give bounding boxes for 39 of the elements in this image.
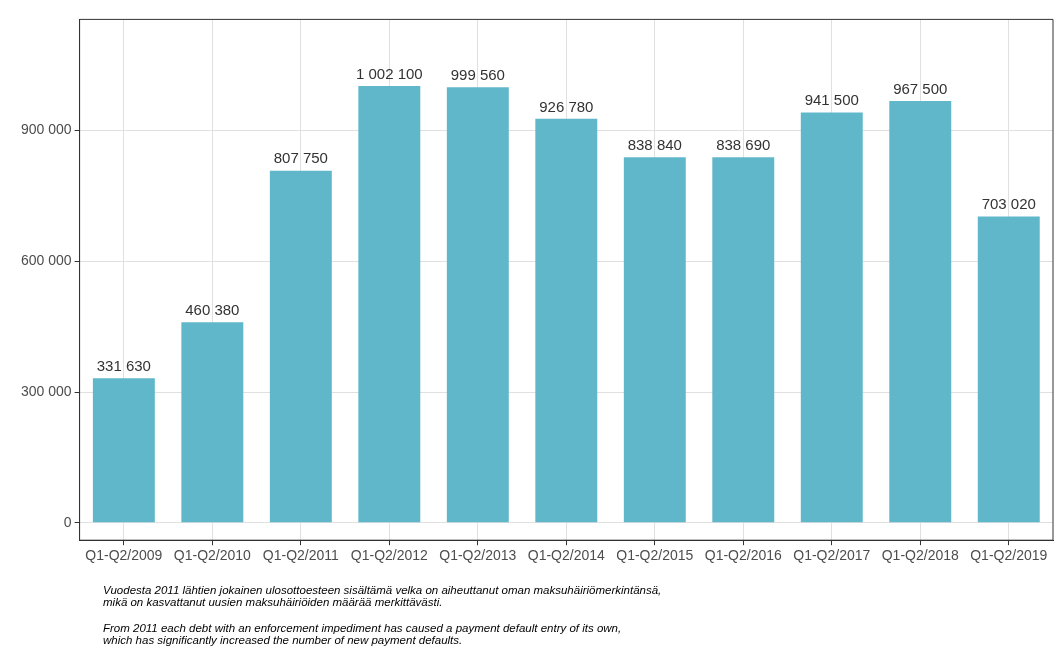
bar [269, 170, 332, 523]
data-label: 703 020 [981, 195, 1036, 213]
x-tick-label: Q1-Q2/2010 [173, 547, 252, 564]
y-tick-label: 600 000 [21, 252, 72, 269]
x-tick-label: Q1-Q2/2018 [881, 547, 959, 564]
bar [800, 112, 863, 523]
y-tick-label: 900 000 [21, 121, 72, 138]
data-label: 926 780 [539, 97, 594, 115]
x-tick-label: Q1-Q2/2013 [439, 547, 517, 564]
x-tick-label: Q1-Q2/2015 [616, 547, 694, 564]
y-tick-label: 0 [63, 513, 72, 530]
data-label: 460 380 [185, 300, 240, 318]
data-label: 941 500 [804, 91, 859, 109]
x-tick-label: Q1-Q2/2009 [85, 547, 163, 564]
x-tick-label: Q1-Q2/2011 [262, 547, 340, 564]
data-label: 999 560 [450, 65, 505, 83]
bar [623, 157, 686, 523]
bar [977, 216, 1040, 523]
x-tick-label: Q1-Q2/2014 [527, 547, 606, 564]
data-label: 838 840 [627, 135, 682, 153]
bar [535, 118, 598, 523]
text: From 2011 each debt with an enforcement impediment has caused a payment default entry of its own, which has significantly increased the number of new payment defaults. [103, 622, 623, 646]
bar [712, 157, 775, 523]
bar [446, 87, 509, 523]
data-label: 967 500 [893, 79, 948, 97]
x-tick-label: Q1-Q2/2017 [793, 547, 871, 564]
data-label: 807 750 [273, 149, 328, 167]
bar [358, 86, 421, 523]
bar [889, 101, 952, 523]
text: Vuodesta 2011 lähtien jokainen ulosottoesteen sisältämä velka on aiheuttanut oman maksuhäiriömerkintänsä, mikä on kasvattanut uusien maksuhäiriöiden määrää merkittävästi. [103, 584, 663, 608]
y-tick-label: 300 000 [21, 382, 72, 399]
bar [92, 378, 155, 523]
x-tick-label: Q1-Q2/2019 [970, 547, 1048, 564]
x-tick-label: Q1-Q2/2016 [704, 547, 783, 564]
bar [181, 322, 244, 523]
x-tick-label: Q1-Q2/2012 [350, 547, 429, 564]
data-label: 1 002 100 [355, 64, 423, 82]
data-label: 331 630 [96, 356, 151, 374]
data-label: 838 690 [716, 135, 771, 153]
